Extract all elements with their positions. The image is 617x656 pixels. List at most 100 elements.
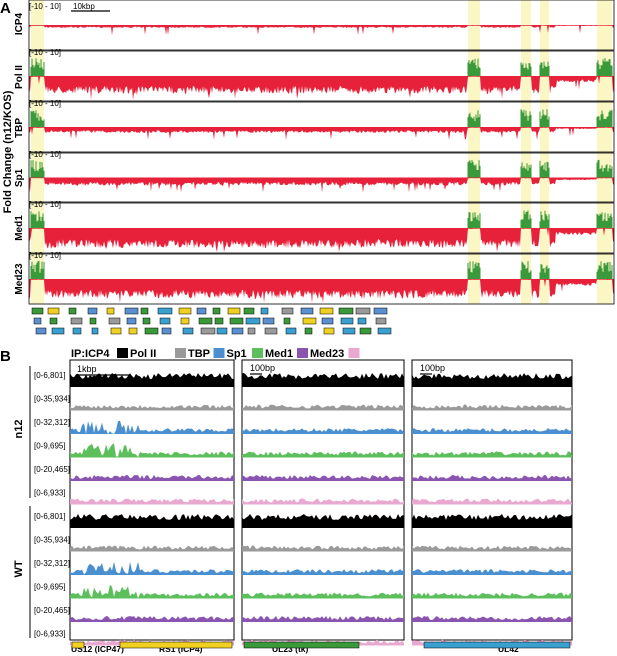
legend-swatch: [252, 348, 263, 358]
track-label-med23: Med23: [14, 263, 25, 295]
gene-box: [128, 327, 138, 335]
coverage-area: [242, 451, 404, 458]
track-frame: [28, 50, 615, 102]
range-label: [0-6,933]: [34, 630, 66, 639]
coverage-area: [70, 545, 234, 552]
gene-box: [231, 327, 244, 335]
range-label: [0-6,801]: [34, 512, 66, 521]
gene-box: [283, 317, 291, 325]
gene-box: [214, 317, 224, 325]
gene-box: [142, 317, 151, 325]
coverage-area: [412, 373, 572, 387]
track-frame: [28, 101, 615, 153]
range-label: [0-20,465]: [34, 465, 70, 474]
coverage-area: [70, 373, 234, 387]
gene-box: [119, 641, 233, 649]
gene-box: [285, 327, 297, 335]
gene-box: [229, 317, 244, 325]
loss-area: [29, 25, 614, 36]
track-frame: [28, 0, 615, 51]
gain-area: [30, 58, 613, 76]
coverage-area: [412, 545, 572, 552]
gene-box: [302, 317, 317, 325]
range-label: [-10 - 10]: [29, 99, 61, 108]
range-label: [-10 - 10]: [29, 251, 61, 260]
legend-swatch: [297, 348, 308, 358]
legend-swatch: [213, 348, 225, 358]
coverage-area: [242, 545, 404, 552]
scale-bar-label: 10kbp: [73, 2, 95, 11]
gene-box: [72, 327, 82, 335]
gene-box: [180, 317, 190, 325]
loss-area: [29, 228, 614, 252]
gene-box: [338, 307, 354, 315]
gene-box: [375, 317, 387, 325]
gene-box: [200, 327, 216, 335]
coverage-area: [70, 404, 234, 411]
scale-bar-label: 100bp: [420, 363, 445, 373]
coverage-area: [242, 514, 404, 528]
gene-box: [212, 307, 221, 315]
gene-box: [91, 327, 99, 335]
gene-box: [144, 327, 159, 335]
gene-label-rs1: RS1 (ICP4): [159, 644, 203, 654]
loss-area: [29, 177, 614, 193]
gene-box: [245, 317, 261, 325]
gene-box: [108, 317, 121, 325]
legend-label: Med23: [310, 348, 344, 360]
legend-label: Med1: [265, 348, 293, 360]
range-label: [-10 - 10]: [29, 2, 61, 11]
gene-box: [304, 327, 313, 335]
range-label: [0-35,934]: [34, 536, 70, 545]
gene-box: [68, 307, 77, 315]
gene-box: [87, 307, 98, 315]
gain-area: [30, 210, 613, 228]
coverage-area: [242, 475, 404, 481]
range-label: [-10 - 10]: [29, 150, 61, 159]
gene-box: [47, 307, 60, 315]
gene-box: [359, 327, 372, 335]
gene-box: [198, 317, 213, 325]
coverage-area: [412, 451, 572, 458]
range-label: [-10 - 10]: [29, 200, 61, 209]
coverage-area: [242, 428, 404, 434]
coverage-area: [412, 592, 572, 599]
track-frame: [28, 202, 615, 254]
track-label-icp4: ICP4: [14, 12, 25, 35]
track-label-polii: Pol II: [14, 65, 25, 89]
gene-label-ul23: UL23 (tk): [272, 644, 309, 654]
gene-box: [178, 307, 192, 315]
group-label-n12: n12: [13, 420, 25, 439]
gene-box: [182, 327, 194, 335]
legend-label: TBP: [188, 348, 210, 360]
track-frame: [28, 152, 615, 203]
coverage-area: [70, 443, 234, 458]
coverage-area: [412, 514, 572, 528]
coverage-area: [412, 428, 572, 434]
group-label-wt: WT: [13, 560, 25, 577]
fold-change-tracks: [28, 0, 615, 305]
legend-swatch: [348, 348, 360, 358]
gene-box: [140, 307, 149, 315]
track-labels: ICP4 Pol II TBP Sp1 Med1 Med23 Fold Chan…: [2, 12, 25, 294]
range-label: [0-6,801]: [34, 371, 66, 380]
gene-box: [216, 327, 228, 335]
coverage-area: [70, 498, 234, 505]
range-label: [0-9,695]: [34, 583, 66, 592]
coverage-area: [412, 616, 572, 622]
coverage-area: [70, 420, 234, 434]
coverage-area: [242, 404, 404, 411]
gene-box: [247, 327, 256, 335]
gene-label-us12: US12 (ICP47): [71, 644, 124, 654]
legend-swatch: [175, 348, 186, 358]
gene-box: [357, 317, 367, 325]
coverage-area: [412, 404, 572, 411]
panel-a-letter: A: [0, 0, 11, 17]
panel-b-letter: B: [0, 348, 11, 365]
legend-prefix: IP:ICP4: [71, 348, 110, 360]
gain-area: [30, 159, 613, 178]
range-label: [0-20,465]: [34, 606, 70, 615]
coverage-area: [412, 569, 572, 575]
loss-area: [29, 279, 614, 303]
